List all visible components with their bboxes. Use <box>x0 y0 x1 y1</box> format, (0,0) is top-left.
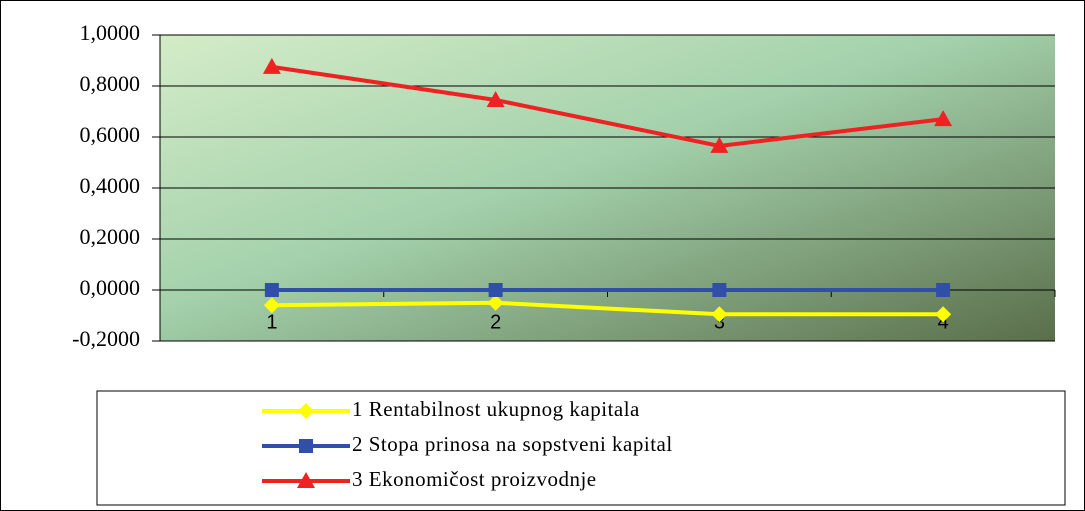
y-tick-label: -0,2000 <box>72 326 140 351</box>
marker <box>298 403 314 419</box>
x-tick-label: 4 <box>938 311 949 333</box>
series-line <box>271 64 944 148</box>
y-tick-label: 0,8000 <box>80 71 141 96</box>
marker <box>299 439 313 453</box>
marker <box>262 57 281 74</box>
marker <box>934 110 953 127</box>
series-line <box>271 300 944 317</box>
y-tick-label: 0,4000 <box>80 173 141 198</box>
legend-box <box>96 390 1066 506</box>
marker <box>488 283 503 297</box>
marker <box>297 472 315 488</box>
legend-label: 1 Rentabilnost ukupnog kapitala <box>352 397 640 421</box>
y-tick-label: 0,6000 <box>80 122 141 147</box>
marker <box>487 294 504 311</box>
legend-label: 3 Ekonomičost proizvodnje <box>352 467 597 491</box>
marker <box>711 306 728 323</box>
y-tick-label: 0,2000 <box>80 224 141 249</box>
marker <box>710 136 729 153</box>
marker <box>263 297 280 314</box>
y-tick-label: 1,0000 <box>80 20 141 45</box>
x-tick-label: 3 <box>714 311 725 333</box>
marker <box>936 283 951 297</box>
marker <box>935 306 952 323</box>
x-tick-label: 1 <box>266 311 277 333</box>
marker <box>264 283 279 297</box>
x-tick-label: 2 <box>490 311 501 333</box>
marker <box>712 283 727 297</box>
marker <box>486 91 505 108</box>
y-tick-label: 0,0000 <box>80 275 141 300</box>
legend-label: 2 Stopa prinosa na sopstveni kapital <box>352 432 673 456</box>
